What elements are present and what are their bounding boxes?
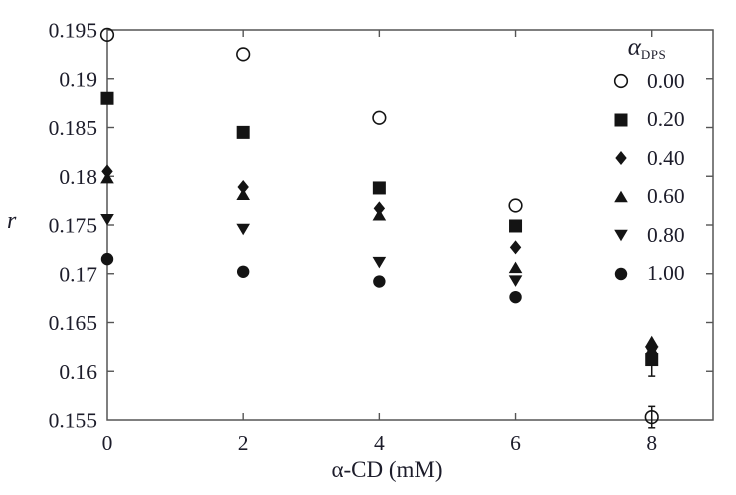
series-0.80 bbox=[100, 213, 659, 359]
error-bar bbox=[648, 405, 656, 429]
x-tick-label: 4 bbox=[374, 431, 385, 455]
series-0.20 bbox=[100, 91, 659, 377]
legend-marker-circle-icon bbox=[614, 267, 628, 280]
data-point-triangle-up bbox=[508, 261, 523, 274]
y-axis-label: r bbox=[7, 208, 17, 234]
legend-marker-square-icon bbox=[614, 113, 628, 127]
data-point-circle bbox=[373, 275, 386, 288]
series-0.00 bbox=[99, 27, 659, 429]
legend-row-0.00: 0.00 bbox=[604, 62, 704, 101]
legend-marker-circle-open-icon bbox=[613, 74, 629, 89]
data-point-circle bbox=[645, 349, 658, 362]
data-point-diamond bbox=[373, 201, 386, 216]
data-point-square bbox=[509, 219, 523, 233]
x-tick-label: 8 bbox=[646, 431, 657, 455]
y-tick-label: 0.185 bbox=[49, 116, 97, 140]
data-point-circle bbox=[614, 267, 628, 280]
series-0.60 bbox=[100, 171, 659, 348]
data-point-circle-open bbox=[508, 198, 523, 213]
data-point-circle-open bbox=[644, 409, 659, 425]
legend-row-0.60: 0.60 bbox=[604, 178, 704, 217]
data-point-triangle-down bbox=[236, 223, 250, 236]
data-point-square bbox=[100, 91, 114, 105]
legend-row-0.20: 0.20 bbox=[604, 101, 704, 140]
y-tick-label: 0.155 bbox=[49, 409, 97, 433]
data-point-circle-open bbox=[236, 47, 251, 62]
legend-marker-diamond-icon bbox=[615, 151, 627, 166]
data-point-triangle-up bbox=[614, 190, 628, 202]
y-tick-label: 0.17 bbox=[59, 262, 97, 286]
data-point-triangle-down bbox=[100, 213, 114, 226]
y-tick-label: 0.19 bbox=[59, 67, 97, 91]
legend-row-0.80: 0.80 bbox=[604, 216, 704, 255]
y-tick-label: 0.16 bbox=[59, 360, 97, 384]
data-point-square bbox=[372, 181, 386, 195]
legend-label: 0.60 bbox=[647, 184, 685, 209]
y-tick-label: 0.18 bbox=[59, 165, 97, 189]
legend-rows: 0.00 0.20 0.40 0.60 0.80 1.00 bbox=[604, 62, 704, 293]
y-tick-label: 0.165 bbox=[49, 311, 97, 335]
y-tick-label: 0.175 bbox=[49, 214, 97, 238]
data-point-diamond bbox=[509, 240, 522, 255]
x-tick-label: 0 bbox=[102, 431, 113, 455]
legend-row-1.00: 1.00 bbox=[604, 255, 704, 294]
data-point-circle-open bbox=[99, 27, 115, 42]
legend-marker-triangle-up-icon bbox=[614, 190, 628, 202]
data-point-diamond bbox=[615, 151, 627, 166]
data-point-triangle-up bbox=[236, 188, 250, 200]
legend-marker-triangle-down-icon bbox=[614, 230, 628, 242]
legend-label: 0.20 bbox=[647, 107, 685, 132]
data-point-square bbox=[236, 125, 250, 139]
data-point-circle bbox=[509, 290, 522, 304]
data-point-triangle-down bbox=[372, 256, 387, 269]
legend: αDPS 0.00 0.20 0.40 0.60 0.80 1.00 bbox=[604, 34, 704, 293]
data-point-diamond bbox=[237, 179, 249, 194]
data-point-triangle-up bbox=[644, 335, 659, 348]
x-axis-label: α-CD (mM) bbox=[331, 457, 443, 482]
data-point-circle-open bbox=[372, 110, 387, 125]
x-tick-label: 2 bbox=[238, 431, 249, 455]
axis-tick-labels: 0.155 0.16 0.165 0.17 0.175 0.18 0.185 0.19 0.19… bbox=[49, 19, 657, 456]
data-point-circle bbox=[236, 265, 250, 278]
data-point-circle bbox=[100, 252, 114, 266]
data-point-triangle-up bbox=[100, 171, 114, 184]
legend-label: 1.00 bbox=[647, 261, 685, 286]
legend-title: αDPS bbox=[604, 34, 704, 62]
legend-label: 0.00 bbox=[647, 68, 685, 93]
data-point-triangle-up bbox=[372, 208, 387, 221]
data-point-square bbox=[614, 113, 628, 127]
legend-title-symbol: α bbox=[627, 34, 641, 61]
data-point-triangle-down bbox=[614, 230, 628, 242]
legend-row-0.40: 0.40 bbox=[604, 139, 704, 178]
legend-title-subscript: DPS bbox=[640, 47, 667, 62]
series-1.00 bbox=[100, 252, 658, 362]
x-tick-label: 6 bbox=[510, 431, 521, 455]
y-tick-label: 0.195 bbox=[49, 19, 97, 43]
data-point-triangle-down bbox=[508, 275, 523, 287]
data-point-diamond bbox=[101, 164, 113, 179]
legend-label: 0.80 bbox=[647, 222, 685, 247]
data-point-circle-open bbox=[613, 74, 629, 89]
legend-label: 0.40 bbox=[647, 145, 685, 170]
